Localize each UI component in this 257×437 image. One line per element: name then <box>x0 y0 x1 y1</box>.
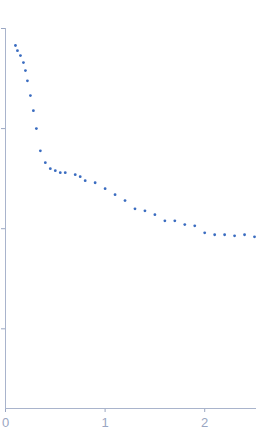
svg-text:2: 2 <box>201 415 208 430</box>
svg-text:1: 1 <box>101 415 108 430</box>
svg-text:0: 0 <box>2 415 9 430</box>
